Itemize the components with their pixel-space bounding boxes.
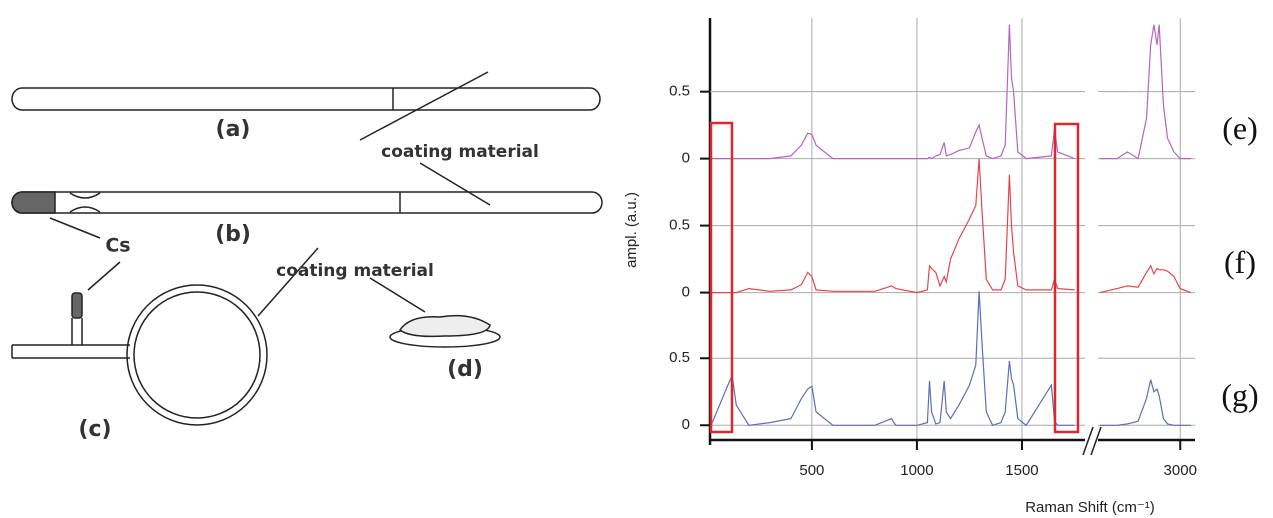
spectrum-line — [711, 24, 1191, 160]
label-b: (b) — [215, 222, 251, 247]
label-a: (a) — [216, 117, 251, 142]
constriction — [69, 192, 101, 213]
spectrum-line — [710, 291, 1191, 427]
bulb-outer — [126, 284, 268, 426]
tube-c — [11, 344, 130, 359]
tube-a — [11, 87, 601, 111]
highlight-boxes — [709, 121, 1080, 434]
bulb-inner — [133, 291, 261, 419]
y-tick-label: 0.5 — [669, 83, 690, 100]
diagram — [11, 71, 603, 426]
x-tick-label: 1500 — [1005, 462, 1038, 479]
coating-blob — [398, 314, 491, 338]
label-c: (c) — [78, 417, 111, 442]
panel-label: (g) — [1221, 377, 1258, 413]
panel-label: (f) — [1224, 244, 1256, 280]
cs-ampoule — [71, 292, 83, 319]
label-cs: Cs — [105, 235, 130, 257]
side-arm — [71, 318, 83, 345]
label-coating: coating material — [276, 261, 434, 281]
x-tick-label: 1000 — [900, 462, 933, 479]
cs-cap — [11, 191, 56, 214]
panel-label: (e) — [1222, 110, 1258, 146]
x-tick-label: 3000 — [1164, 462, 1197, 479]
chart: 500 1000 1500 3000 Raman Shift (cm⁻¹) ampl. (… — [623, 18, 1259, 516]
axis-break — [1082, 426, 1102, 456]
x-tick-label: 500 — [799, 462, 824, 479]
y-tick-label: 0.5 — [669, 217, 690, 234]
y-tick-label: 0.5 — [669, 349, 690, 366]
label-coating: coating material — [381, 142, 539, 162]
spectrum-line — [711, 158, 1192, 294]
x-axis-label: Raman Shift (cm⁻¹) — [1025, 499, 1155, 516]
y-tick-label: 0 — [682, 150, 690, 167]
tube-b — [11, 191, 603, 214]
y-axis-label: ampl. (a.u.) — [623, 192, 640, 268]
highlight-box — [1053, 122, 1080, 434]
y-tick-label: 0 — [682, 284, 690, 301]
arrows — [49, 71, 491, 317]
highlight-box — [709, 121, 734, 434]
label-d: (d) — [447, 357, 483, 382]
y-tick-label: 0 — [682, 416, 690, 433]
